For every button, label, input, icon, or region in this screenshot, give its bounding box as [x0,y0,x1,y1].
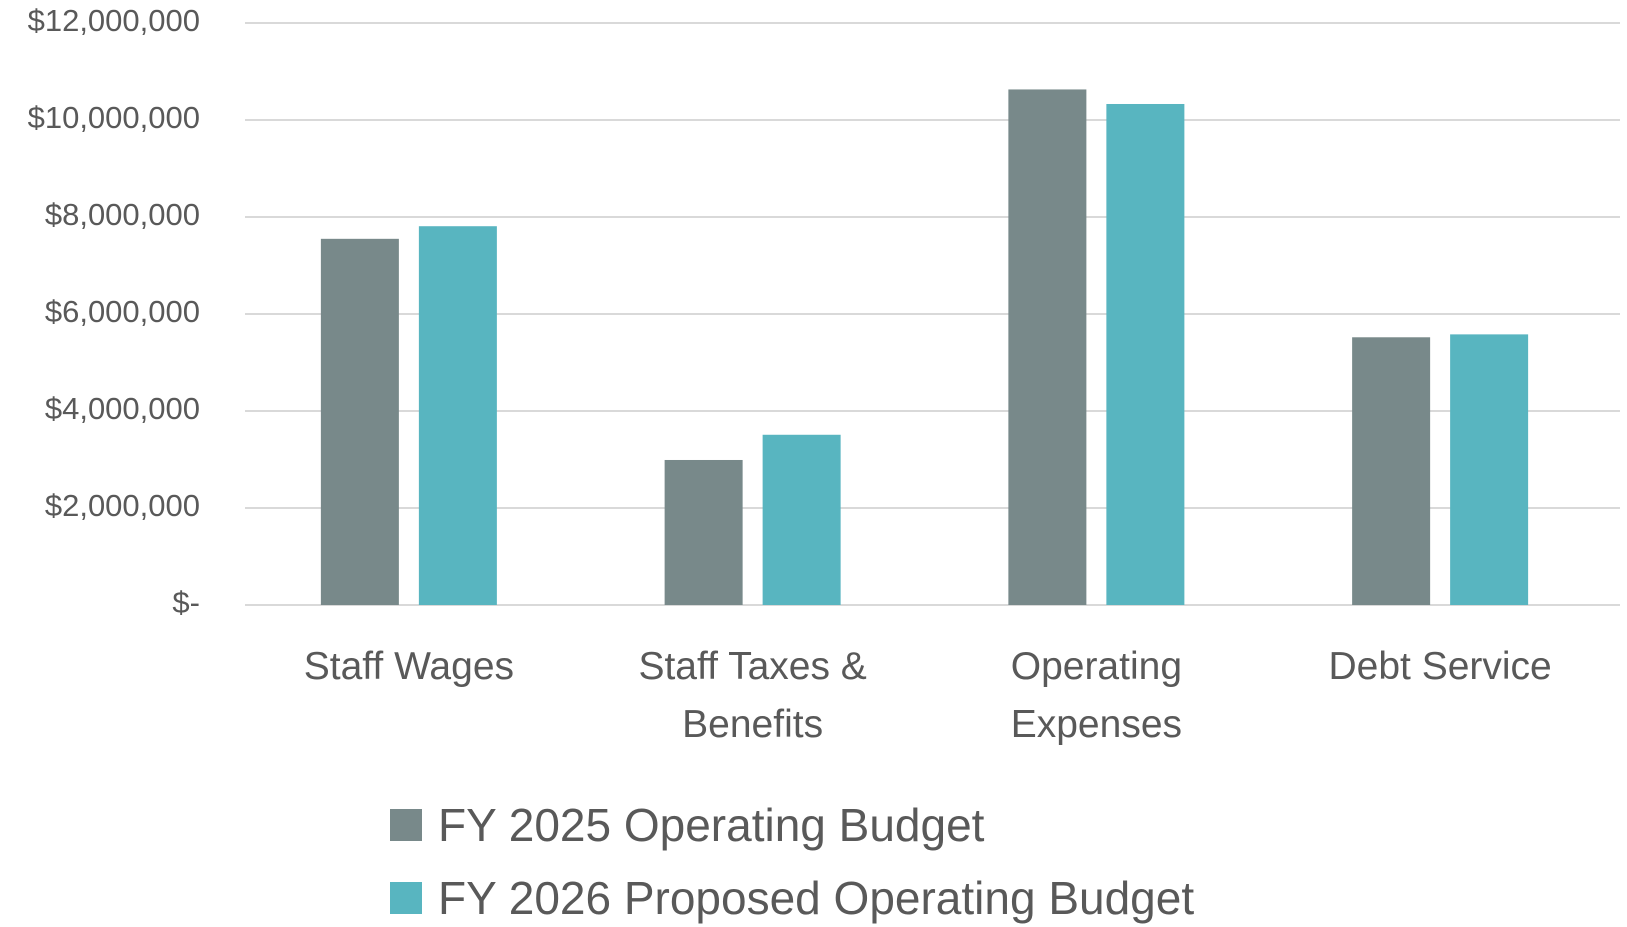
x-tick-label: Staff Wages [303,645,515,688]
legend-label: FY 2026 Proposed Operating Budget [438,872,1195,924]
legend-swatch [390,882,422,914]
legend-swatch [390,809,422,841]
bar [320,238,399,605]
y-tick-label: $12,000,000 [28,3,200,38]
bar [1352,337,1431,605]
y-tick-label: $6,000,000 [45,294,200,329]
y-tick-label: $2,000,000 [45,488,200,523]
bar [1008,89,1087,605]
legend-label: FY 2025 Operating Budget [438,799,985,851]
x-tick-label: Operating Expenses [1010,645,1183,746]
legend-item: FY 2025 Operating Budget [390,798,984,852]
bar [1106,103,1185,606]
y-tick-label: $8,000,000 [45,197,200,232]
bar [664,459,743,605]
x-tick-label: Staff Taxes & Benefits [638,645,867,746]
bar [1450,334,1529,605]
bar [762,434,841,605]
x-tick-label: Debt Service [1328,645,1552,688]
y-tick-label: $4,000,000 [45,391,200,426]
y-tick-label: $- [172,585,200,620]
y-tick-label: $10,000,000 [28,100,200,135]
bar [418,226,497,605]
legend-item: FY 2026 Proposed Operating Budget [390,871,1194,925]
